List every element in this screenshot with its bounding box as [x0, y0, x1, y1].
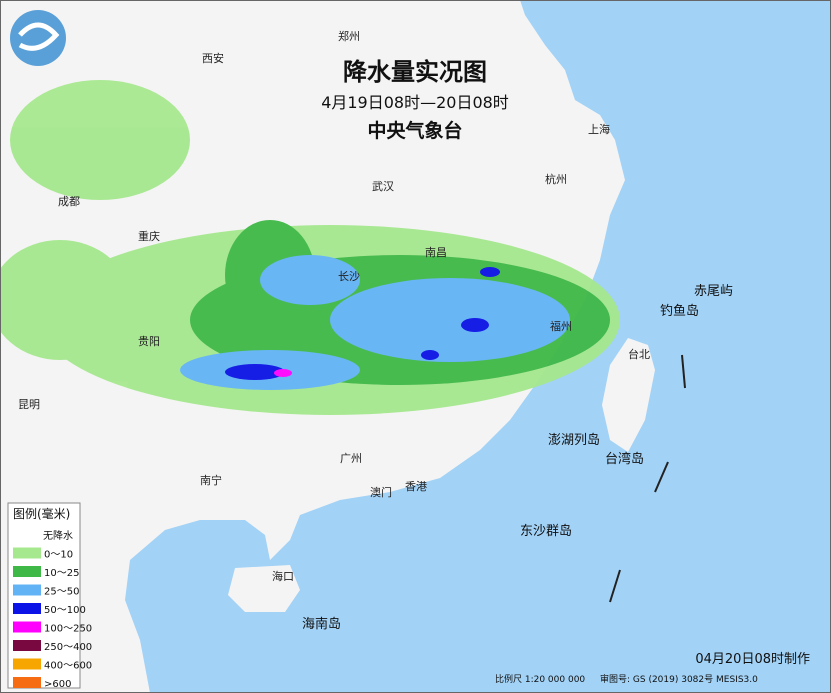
legend-swatch	[13, 640, 41, 651]
legend-label: 无降水	[43, 529, 73, 542]
place-label: 海南岛	[302, 616, 341, 632]
place-label: 广州	[340, 452, 362, 465]
rain-areas	[0, 80, 620, 415]
place-label: 台北	[628, 347, 650, 361]
place-label: 钓鱼岛	[660, 303, 699, 319]
legend-swatch	[13, 584, 41, 596]
rain-0-10	[0, 240, 130, 360]
legend-label: 0～10	[44, 550, 73, 561]
boundary	[609, 569, 621, 603]
rain-50-100	[461, 318, 489, 332]
agency: 中央气象台	[367, 119, 462, 142]
place-label: 郑州	[338, 29, 360, 43]
boundary	[654, 461, 669, 493]
place-label: 长沙	[338, 270, 360, 283]
boundary	[681, 354, 686, 389]
place-label: 上海	[588, 122, 610, 136]
rain-25-50	[330, 278, 570, 362]
place-label: 西安	[202, 51, 224, 65]
legend-label: 25～50	[44, 587, 79, 598]
legend-label: 250～400	[44, 642, 92, 653]
place-label: 成都	[58, 195, 80, 208]
legend-swatch	[13, 547, 41, 559]
place-label: 澎湖列岛	[548, 432, 600, 448]
rain-50-100	[225, 364, 285, 380]
subtitle: 4月19日08时—20日08时	[321, 93, 509, 112]
legend-title: 图例(毫米)	[13, 506, 70, 521]
rain-0-10	[10, 80, 190, 200]
place-label: 武汉	[372, 180, 394, 193]
place-label: 赤尾屿	[694, 284, 733, 299]
logo-mark	[18, 22, 60, 51]
place-label: 台湾岛	[605, 451, 644, 467]
legend-label: 10～25	[44, 568, 79, 579]
legend-label: 50～100	[44, 605, 86, 616]
place-label: 南昌	[425, 246, 447, 259]
place-label: 海口	[272, 569, 294, 583]
legend-swatch	[13, 658, 41, 670]
rain-50-100	[480, 267, 500, 277]
legend-swatch	[13, 621, 41, 633]
legend-items: 无降水 0～10 10～25 25～50 50～100 100～250 250～400 400…	[13, 529, 92, 690]
place-label: 杭州	[545, 172, 567, 186]
legend-label: 100～250	[44, 624, 92, 635]
place-labels: 郑州 西安 成都 重庆 武汉 长沙 贵阳 昆明 南宁 广州 南昌 杭州 上海 福…	[18, 29, 733, 632]
place-label: 东沙群岛	[520, 523, 572, 539]
place-label: 南宁	[200, 473, 222, 487]
taiwan	[602, 338, 655, 452]
legend-swatch	[13, 603, 41, 614]
logo	[10, 10, 66, 66]
legend-swatch	[13, 677, 41, 688]
place-label: 昆明	[18, 398, 40, 411]
made-time: 04月20日08时制作	[695, 652, 810, 667]
rain-25-50	[260, 255, 360, 305]
place-label: 重庆	[138, 229, 160, 243]
dashed-boundaries	[609, 354, 686, 603]
rain-50-100	[421, 350, 439, 360]
place-label: 福州	[550, 319, 572, 333]
legend-label: 400～600	[44, 661, 92, 672]
scale: 比例尺 1:20 000 000	[495, 673, 585, 685]
rain-100-250	[274, 369, 292, 377]
legend-swatch	[13, 566, 41, 577]
place-label: 贵阳	[138, 335, 160, 348]
title: 降水量实况图	[343, 58, 487, 86]
approval: 审图号: GS (2019) 3082号 MESIS3.0	[600, 673, 758, 685]
sea	[125, 0, 831, 693]
place-label: 澳门	[370, 485, 392, 499]
place-label: 香港	[405, 480, 427, 493]
hainan	[228, 565, 300, 612]
legend-label: >600	[44, 679, 71, 690]
